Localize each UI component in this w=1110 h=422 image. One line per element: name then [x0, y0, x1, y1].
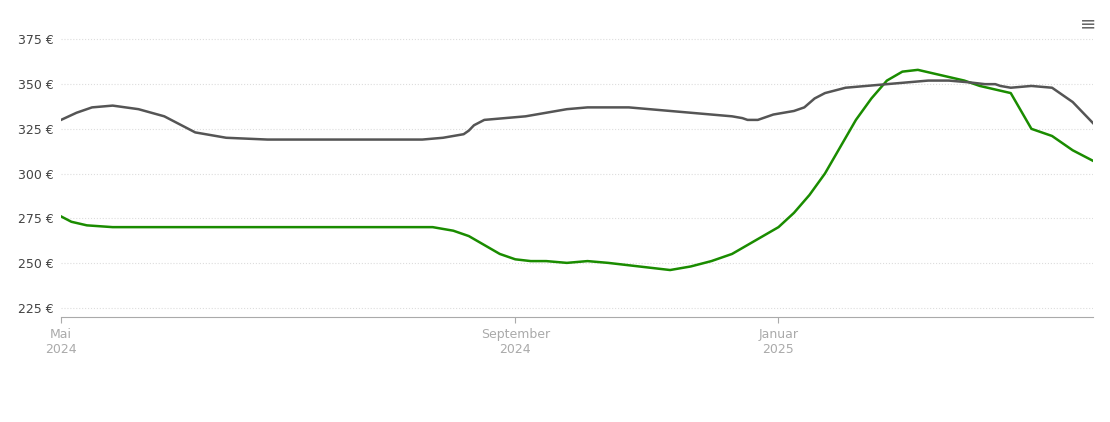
- Text: ≡: ≡: [1080, 15, 1097, 34]
